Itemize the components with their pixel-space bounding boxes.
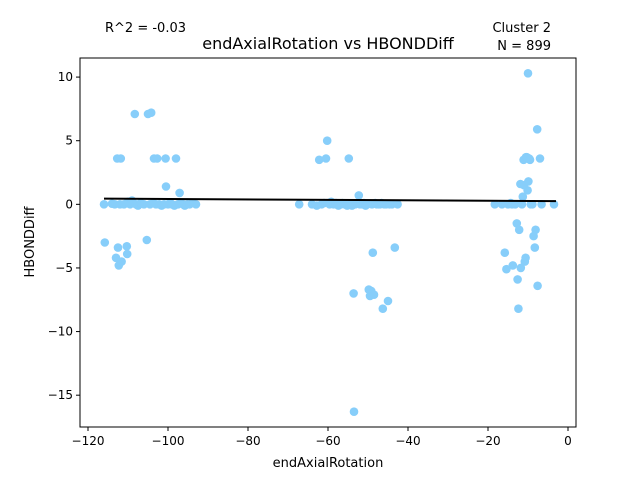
data-point	[171, 154, 181, 163]
data-point	[537, 200, 546, 209]
data-point	[175, 188, 184, 198]
data-point	[530, 243, 540, 252]
data-point	[146, 108, 156, 117]
data-point	[535, 154, 545, 163]
x-tick-label: −120	[72, 434, 105, 448]
y-tick-label: −15	[48, 388, 73, 402]
data-point	[139, 200, 149, 209]
x-axis-label: endAxialRotation	[273, 456, 384, 471]
data-point	[130, 109, 140, 119]
y-tick-label: 0	[65, 197, 73, 211]
data-point	[100, 238, 110, 247]
y-tick-label: 5	[65, 134, 73, 148]
data-point	[322, 136, 332, 145]
data-point	[508, 261, 518, 270]
x-tick-label: −60	[315, 434, 340, 448]
data-point	[122, 249, 132, 259]
y-tick-label: −5	[55, 261, 73, 275]
data-point	[390, 243, 400, 252]
data-point	[152, 154, 162, 163]
y-axis-label: HBONDDiff	[23, 205, 38, 277]
data-point	[294, 200, 304, 209]
data-point	[349, 407, 359, 417]
x-tick-label: −100	[152, 434, 185, 448]
data-point	[344, 154, 354, 163]
data-point	[514, 225, 524, 235]
data-point	[528, 200, 537, 209]
data-point	[369, 290, 379, 300]
data-point	[321, 154, 331, 163]
data-point	[514, 304, 523, 314]
data-point	[502, 264, 511, 274]
data-point	[500, 248, 510, 257]
data-point	[525, 155, 535, 165]
regression-line	[103, 197, 557, 203]
data-point	[383, 296, 393, 306]
data-point	[518, 192, 528, 201]
data-point	[99, 200, 109, 209]
data-point	[378, 304, 388, 314]
data-point	[142, 235, 152, 245]
data-point	[349, 289, 358, 298]
data-point	[549, 200, 559, 209]
data-point	[523, 186, 532, 195]
data-point	[314, 155, 324, 165]
cluster-annotation: Cluster 2	[492, 21, 551, 36]
data-point	[354, 191, 364, 200]
data-point	[524, 177, 533, 186]
x-tick-label: −20	[475, 434, 500, 448]
data-point	[122, 242, 132, 251]
x-tick-label: −40	[395, 434, 420, 448]
data-point	[533, 281, 542, 291]
y-ticks: −15 −10 −5 0 5 10	[48, 70, 80, 402]
data-point	[531, 225, 540, 235]
data-point	[497, 200, 507, 209]
y-tick-label: 10	[58, 70, 73, 84]
data-point	[521, 253, 530, 263]
data-point	[513, 275, 522, 284]
data-point	[516, 263, 526, 273]
x-ticks: −120 −100 −80 −60 −40 −20 0	[72, 427, 572, 448]
fit-layer	[103, 197, 557, 203]
data-point	[517, 200, 527, 209]
y-tick-label: −10	[48, 325, 73, 339]
x-tick-label: −80	[235, 434, 260, 448]
data-point	[393, 200, 402, 209]
data-point	[191, 200, 201, 209]
data-point	[490, 200, 500, 209]
data-point	[368, 248, 378, 257]
data-point	[523, 69, 533, 78]
r-squared-annotation: R^2 = -0.03	[105, 21, 186, 36]
data-point	[113, 243, 123, 252]
x-tick-label: 0	[564, 434, 572, 448]
count-annotation: N = 899	[497, 39, 551, 54]
data-point	[532, 125, 542, 134]
data-point	[161, 182, 171, 191]
data-point	[161, 154, 170, 163]
data-point	[116, 154, 126, 163]
chart-title: endAxialRotation vs HBONDDiff	[202, 34, 455, 53]
data-point	[510, 200, 520, 209]
data-point	[117, 257, 126, 266]
